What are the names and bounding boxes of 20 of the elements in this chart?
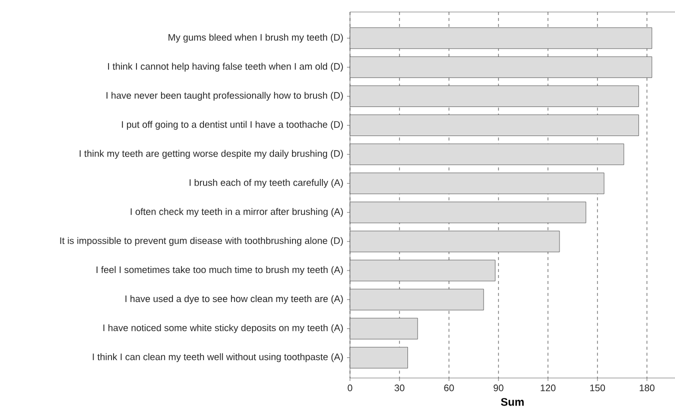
x-axis-title: Sum (500, 398, 524, 406)
x-tick-label: 120 (540, 384, 556, 392)
y-tick-label: My gums bleed when I brush my teeth (D) (168, 34, 343, 43)
x-tick-label: 60 (444, 384, 454, 392)
y-tick-label: I think I can clean my teeth well without using toothpaste (A) (92, 353, 343, 362)
x-tick-label: 90 (494, 384, 504, 392)
y-tick-label: I have used a dye to see how clean my teeth are (A) (125, 295, 343, 304)
x-tick-label: 0 (348, 384, 352, 392)
y-tick-label: I put off going to a dentist until I have a toothache (D) (122, 120, 343, 130)
y-tick-label: I think I cannot help having false teeth when I am old (D) (108, 62, 343, 72)
y-tick-label: I think my teeth are getting worse despite my daily brushing (D) (80, 150, 343, 159)
x-tick-label: 30 (394, 384, 404, 392)
x-tick-label: 180 (640, 384, 654, 392)
y-tick-label: I have noticed some white sticky deposits on my teeth (A) (103, 324, 343, 334)
y-tick-label: I brush each of my teeth carefully (A) (190, 178, 343, 188)
y-tick-label: I have never been taught professionally how to brush (D) (106, 92, 343, 101)
y-tick-label: It is impossible to prevent gum disease with toothbrushing alone (D) (60, 237, 343, 246)
y-tick-label: I often check my teeth in a mirror after brushing (A) (130, 208, 343, 217)
x-tick-label: 150 (590, 384, 605, 392)
y-tick-label: I feel I sometimes take too much time to brush my teeth (A) (96, 266, 343, 275)
